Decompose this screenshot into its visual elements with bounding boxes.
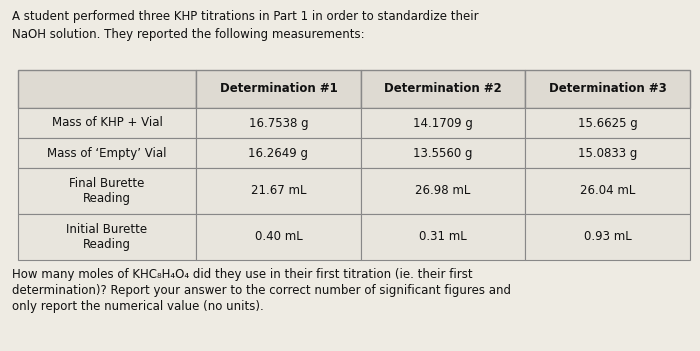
Bar [18,138,196,168]
Text: determination)? Report your answer to the correct number of significant figures : determination)? Report your answer to th… [12,284,511,297]
Bar [526,214,690,260]
Text: 26.04 mL: 26.04 mL [580,185,636,198]
Text: Determination #2: Determination #2 [384,82,502,95]
Text: Determination #3: Determination #3 [549,82,666,95]
Bar [360,138,526,168]
Text: 21.67 mL: 21.67 mL [251,185,306,198]
Text: Mass of ‘Empty’ Vial: Mass of ‘Empty’ Vial [48,146,167,159]
Bar [526,70,690,108]
Text: only report the numerical value (no units).: only report the numerical value (no unit… [12,300,264,313]
Text: 16.2649 g: 16.2649 g [248,146,309,159]
Text: 14.1709 g: 14.1709 g [413,117,473,130]
Text: 16.7538 g: 16.7538 g [248,117,308,130]
Bar [526,168,690,214]
Text: 15.0833 g: 15.0833 g [578,146,638,159]
Text: 0.40 mL: 0.40 mL [255,231,302,244]
Text: How many moles of KHC₈H₄O₄ did they use in their first titration (ie. their firs: How many moles of KHC₈H₄O₄ did they use … [12,268,472,281]
Bar [360,108,526,138]
Text: 0.93 mL: 0.93 mL [584,231,631,244]
Text: Final Burette
Reading: Final Burette Reading [69,177,145,205]
Text: 26.98 mL: 26.98 mL [415,185,470,198]
Bar [360,214,526,260]
Bar [196,138,360,168]
Bar [196,214,360,260]
Bar [360,168,526,214]
Text: 13.5560 g: 13.5560 g [413,146,473,159]
Text: 0.31 mL: 0.31 mL [419,231,467,244]
Bar [526,108,690,138]
Bar [360,70,526,108]
Text: A student performed three KHP titrations in Part 1 in order to standardize their: A student performed three KHP titrations… [12,10,479,23]
Text: Determination #1: Determination #1 [220,82,337,95]
Bar [196,70,360,108]
Bar [196,108,360,138]
Text: Mass of KHP + Vial: Mass of KHP + Vial [52,117,162,130]
Text: NaOH solution. They reported the following measurements:: NaOH solution. They reported the followi… [12,28,365,41]
Text: Initial Burette
Reading: Initial Burette Reading [66,223,148,251]
Bar [196,168,360,214]
Bar [18,108,196,138]
Bar [526,138,690,168]
Text: 15.6625 g: 15.6625 g [578,117,638,130]
Bar [18,214,196,260]
Bar [18,168,196,214]
Bar [18,70,196,108]
